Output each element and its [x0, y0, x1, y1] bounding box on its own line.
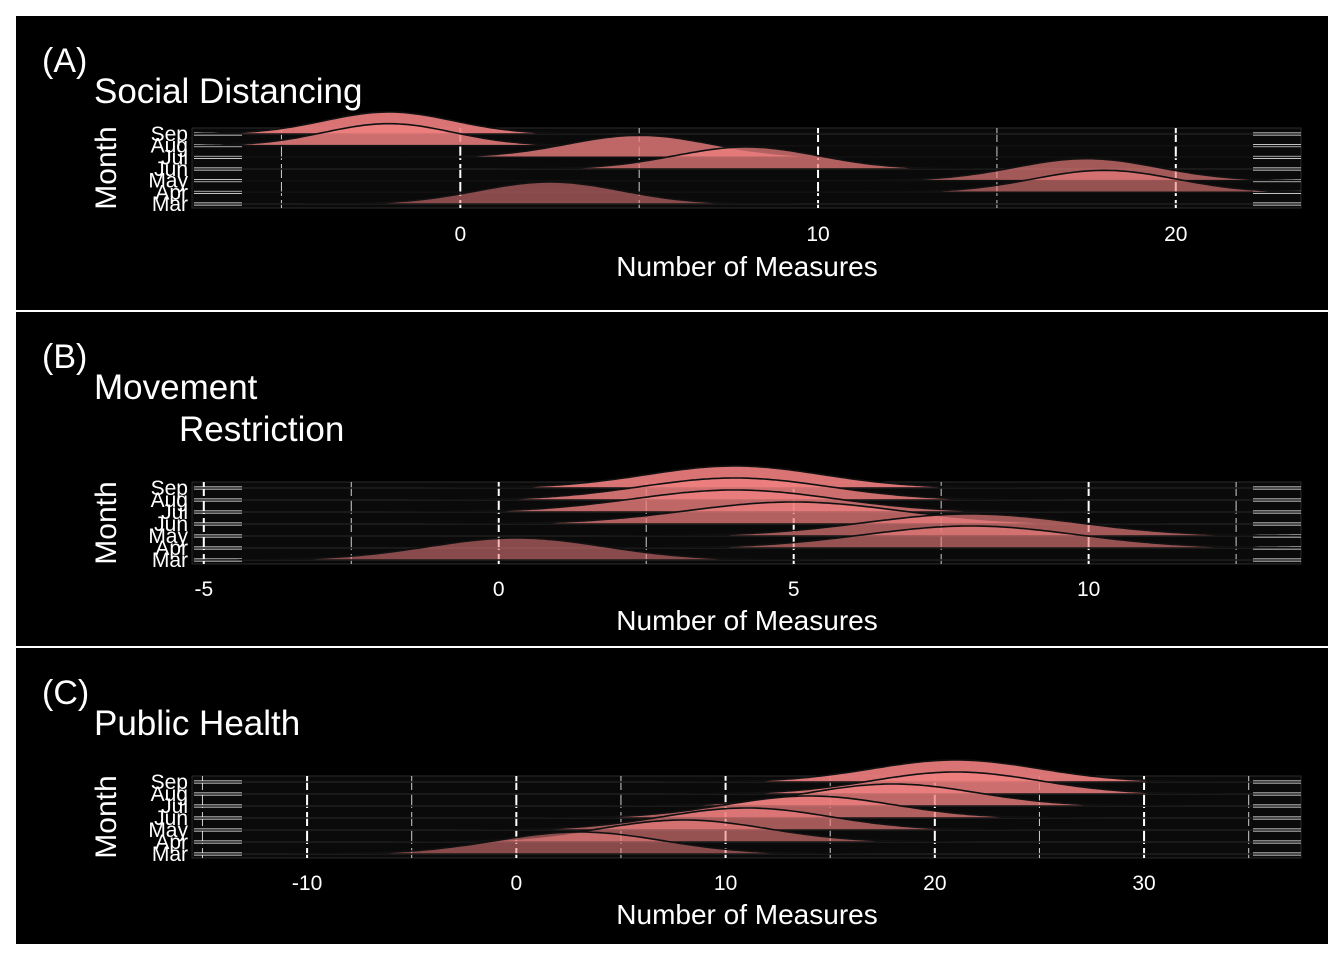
x-tick-label: 10: [714, 872, 737, 895]
y-tick-label: Apr: [155, 181, 188, 204]
y-tick-label: Jul: [161, 146, 188, 169]
y-tick-label: Sep: [151, 771, 188, 794]
y-tick-label: Jun: [154, 807, 188, 830]
panel-title: Social Distancing: [94, 72, 363, 111]
y-tick-label: Apr: [155, 831, 188, 854]
x-tick-label: 20: [923, 872, 946, 895]
y-tick-label: Jul: [161, 501, 188, 524]
y-tick-label: Sep: [151, 123, 188, 146]
panel-title: Movement: [94, 368, 258, 407]
y-axis-label: Month: [90, 481, 123, 564]
panel-title-line2: Restriction: [179, 410, 345, 449]
density-ridge-mar: [192, 831, 1301, 855]
y-tick-label: Mar: [152, 549, 188, 572]
y-tick-label: Aug: [151, 783, 188, 806]
y-tick-label: May: [148, 170, 188, 193]
y-tick-label: Mar: [152, 843, 188, 866]
y-tick-label: Apr: [155, 537, 188, 560]
panel-divider: [16, 310, 1328, 312]
x-tick-label: 10: [806, 223, 829, 246]
density-ridge-may: [191, 157, 1302, 182]
density-ridge-jun: [192, 501, 1301, 525]
x-axis-label: Number of Measures: [616, 251, 877, 282]
density-ridge-apr: [191, 169, 1302, 194]
x-axis-label: Number of Measures: [616, 605, 877, 636]
y-tick-label: Jun: [154, 158, 188, 181]
panel-title: Public Health: [94, 704, 301, 743]
x-tick-label: -10: [292, 872, 322, 895]
density-ridge-mar: [192, 537, 1301, 561]
y-tick-label: Jun: [154, 513, 188, 536]
y-tick-label: Sep: [151, 477, 188, 500]
y-tick-label: Jul: [161, 795, 188, 818]
x-tick-label: -5: [194, 578, 213, 601]
y-tick-label: Mar: [152, 193, 188, 216]
x-axis-label: Number of Measures: [616, 899, 877, 930]
density-ridge-aug: [192, 477, 1301, 501]
panel-tag: (A): [42, 42, 88, 80]
panel-tag: (C): [42, 674, 90, 712]
panel-movement-restriction: (B) Movement Restriction Mar Apr May Jun Jul…: [16, 312, 1328, 646]
x-tick-label: 5: [788, 578, 800, 601]
y-tick-label: Aug: [151, 135, 188, 158]
density-ridge-sep: [192, 465, 1301, 489]
x-tick-label: 0: [454, 223, 466, 246]
x-tick-label: 0: [510, 872, 522, 895]
density-ridge-jun: [192, 795, 1301, 819]
density-ridge-mar: [192, 181, 1301, 205]
density-ridge-sep: [191, 111, 1301, 135]
panel-tag: (B): [42, 338, 88, 376]
density-ridge-apr: [192, 819, 1301, 843]
panel-social-distancing: (A) Social Distancing Mar Apr May Jun Jul Aug…: [16, 16, 1328, 310]
panel-public-health: (C) Public Health Mar Apr May Jun Jul Aug Sep -…: [16, 648, 1328, 944]
density-ridge-apr: [192, 525, 1302, 549]
panel-divider: [16, 646, 1328, 648]
x-tick-label: 20: [1164, 223, 1187, 246]
y-axis-label: Month: [90, 775, 123, 858]
density-ridge-aug: [192, 771, 1301, 795]
y-tick-label: May: [148, 525, 188, 548]
density-ridge-aug: [191, 122, 1302, 147]
y-axis-label: Month: [90, 126, 123, 209]
figure: (A) Social Distancing Mar Apr May Jun Jul Aug…: [16, 16, 1328, 944]
x-tick-label: 10: [1077, 578, 1100, 601]
density-ridge-may: [192, 807, 1301, 831]
y-tick-label: May: [148, 819, 188, 842]
x-tick-label: 30: [1132, 872, 1155, 895]
density-ridge-jul: [192, 489, 1301, 513]
y-tick-label: Aug: [151, 489, 188, 512]
density-ridge-sep: [192, 759, 1301, 783]
x-tick-label: 0: [493, 578, 505, 601]
